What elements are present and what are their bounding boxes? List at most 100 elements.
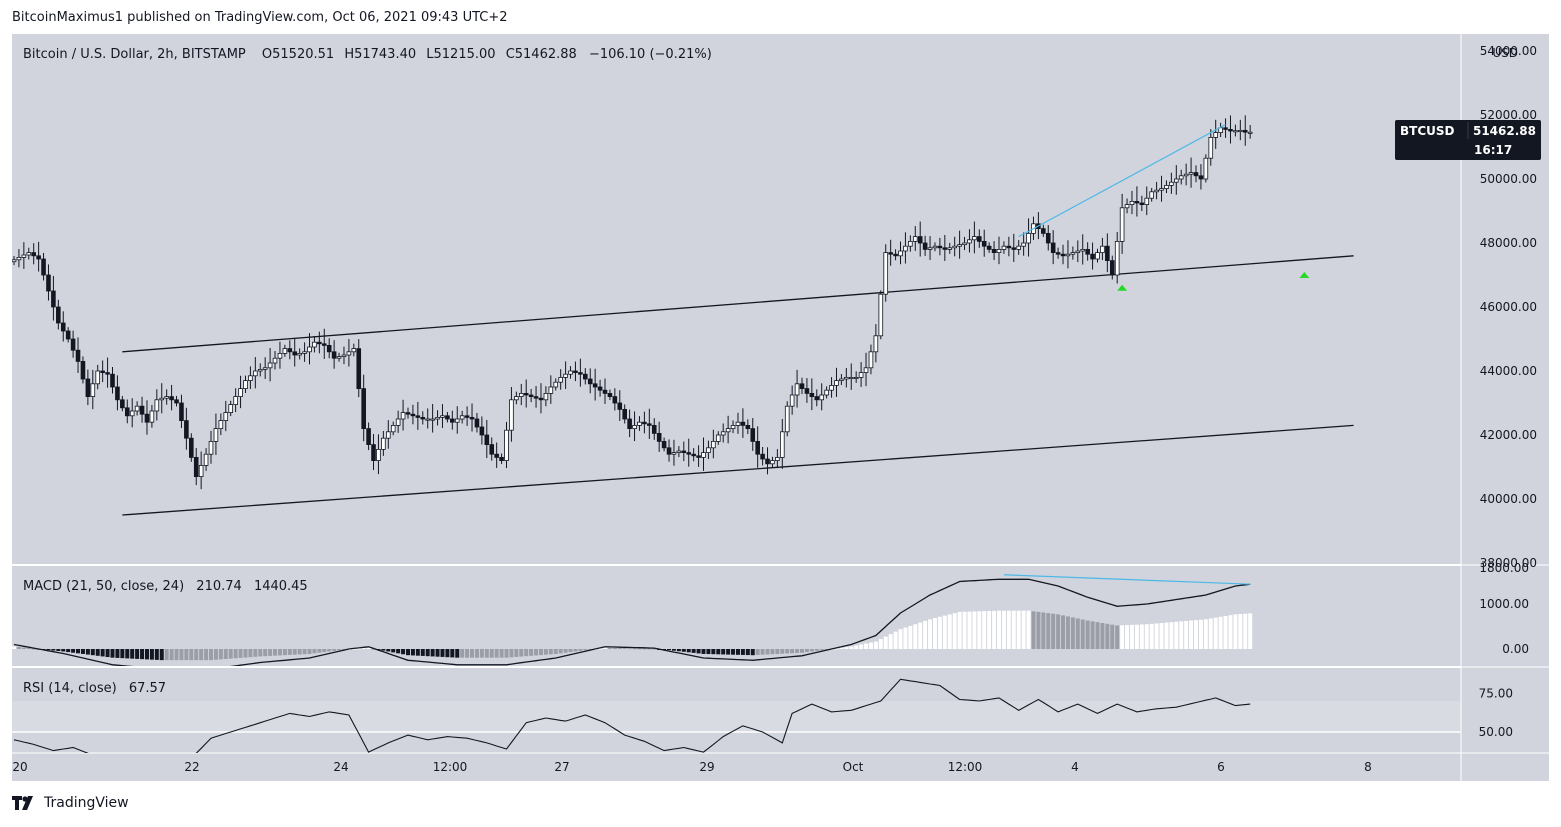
candle — [474, 412, 480, 433]
macd-histogram-bar — [189, 649, 194, 661]
candle — [159, 383, 165, 414]
macd-histogram-bar — [918, 622, 923, 649]
channel-upper-line[interactable] — [122, 255, 1354, 353]
macd-histogram-bar — [642, 648, 647, 650]
candle — [326, 338, 332, 359]
macd-histogram-bar — [947, 614, 952, 649]
candle — [647, 408, 652, 439]
candle — [12, 255, 17, 266]
candle — [361, 374, 366, 442]
candle — [1233, 124, 1238, 137]
macd-divergence-line[interactable] — [1003, 574, 1251, 585]
price-pane[interactable] — [12, 34, 1461, 564]
legend-high-value: 51743.40 — [354, 47, 416, 62]
macd-histogram-bar — [893, 631, 898, 649]
candle — [917, 221, 923, 257]
macd-histogram-bar — [937, 616, 942, 649]
candle — [558, 369, 563, 390]
candle — [425, 408, 430, 429]
macd-histogram-bar — [1075, 618, 1080, 649]
candle — [243, 375, 248, 394]
macd-histogram-bar — [199, 649, 204, 661]
macd-histogram-bar — [154, 649, 159, 660]
candle — [1090, 242, 1095, 270]
macd-histogram-bar — [307, 649, 312, 654]
macd-histogram-bar — [238, 649, 243, 658]
candle — [134, 401, 140, 416]
candle — [287, 340, 293, 360]
candle — [903, 232, 908, 264]
candle — [464, 406, 470, 426]
macd-histogram-bar — [179, 649, 184, 661]
candle — [307, 333, 312, 365]
macd-histogram-bar — [1061, 615, 1066, 649]
candle — [932, 242, 938, 252]
macd-histogram-bar — [686, 649, 691, 653]
candle — [1198, 164, 1204, 190]
macd-histogram-bar — [144, 649, 149, 660]
legend-low-label: L — [426, 47, 434, 62]
publisher-byline: BitcoinMaximus1 published on TradingView… — [12, 10, 508, 25]
macd-histogram-bar — [967, 611, 972, 649]
macd-histogram-bar — [765, 649, 770, 655]
candle — [844, 367, 849, 388]
candle — [583, 368, 588, 385]
candle — [848, 363, 854, 390]
macd-histogram-bar — [1218, 616, 1223, 649]
candle — [174, 395, 179, 407]
candle — [1228, 115, 1233, 144]
rsi-axis-ticks: 50.00 75.00 — [1479, 686, 1513, 739]
candle — [1129, 190, 1135, 215]
candle — [385, 420, 391, 449]
rsi-tick-label: 50.00 — [1479, 725, 1513, 739]
candle — [839, 374, 844, 386]
macd-histogram-bar — [174, 649, 179, 661]
macd-histogram-bar — [706, 649, 711, 655]
candle — [720, 423, 726, 443]
macd-histogram-bar — [839, 647, 844, 649]
candle — [868, 344, 874, 375]
green-arrow-icon — [1117, 284, 1128, 291]
candle — [371, 434, 376, 471]
legend-title: Bitcoin / U.S. Dollar, 2h, BITSTAMP — [23, 47, 246, 62]
macd-histogram-bar — [1016, 610, 1021, 649]
btc-chart[interactable]: 38000.00 40000.00 42000.00 44000.00 46000.00… — [0, 33, 1561, 786]
price-trendline[interactable] — [1018, 124, 1226, 238]
candle — [937, 237, 943, 256]
candle — [1203, 154, 1209, 183]
candle — [435, 410, 440, 426]
candle — [701, 437, 706, 471]
time-tick-label: 12:00 — [433, 760, 468, 774]
candle — [1041, 224, 1046, 237]
macd-histogram-bar — [455, 649, 460, 658]
macd-histogram-bar — [204, 649, 209, 661]
candle — [642, 411, 647, 434]
macd-histogram-bar — [317, 649, 322, 653]
macd-histogram-bar — [548, 649, 553, 655]
candle — [1169, 172, 1174, 194]
candle — [1144, 186, 1150, 216]
blue-trendline[interactable] — [1018, 124, 1226, 238]
macd-histogram-bar — [878, 639, 883, 649]
footer-brand[interactable]: TradingView — [12, 795, 129, 811]
channel-lower-line[interactable] — [122, 424, 1354, 516]
candle — [208, 430, 214, 464]
macd-histogram-bar — [1105, 623, 1110, 649]
macd-tick-label: 1000.00 — [1479, 597, 1529, 611]
candle — [745, 419, 751, 435]
macd-histogram-bar — [125, 649, 130, 659]
macd-histogram-bar — [277, 649, 282, 656]
candle — [70, 330, 76, 358]
last-price-tag[interactable]: BTCUSD 51462.88 16:17 — [1395, 120, 1541, 160]
candle — [90, 369, 96, 410]
macd-histogram-bar — [504, 649, 509, 658]
tradingview-logo-icon — [12, 796, 33, 810]
candle — [563, 361, 568, 389]
macd-histogram-bar — [780, 649, 785, 654]
price-channel[interactable] — [122, 255, 1354, 516]
macd-histogram-bar — [440, 649, 445, 657]
macd-histogram-bar — [568, 649, 573, 653]
macd-histogram-bar — [809, 649, 814, 652]
macd-histogram-bar — [1233, 614, 1238, 649]
candle — [440, 404, 445, 428]
